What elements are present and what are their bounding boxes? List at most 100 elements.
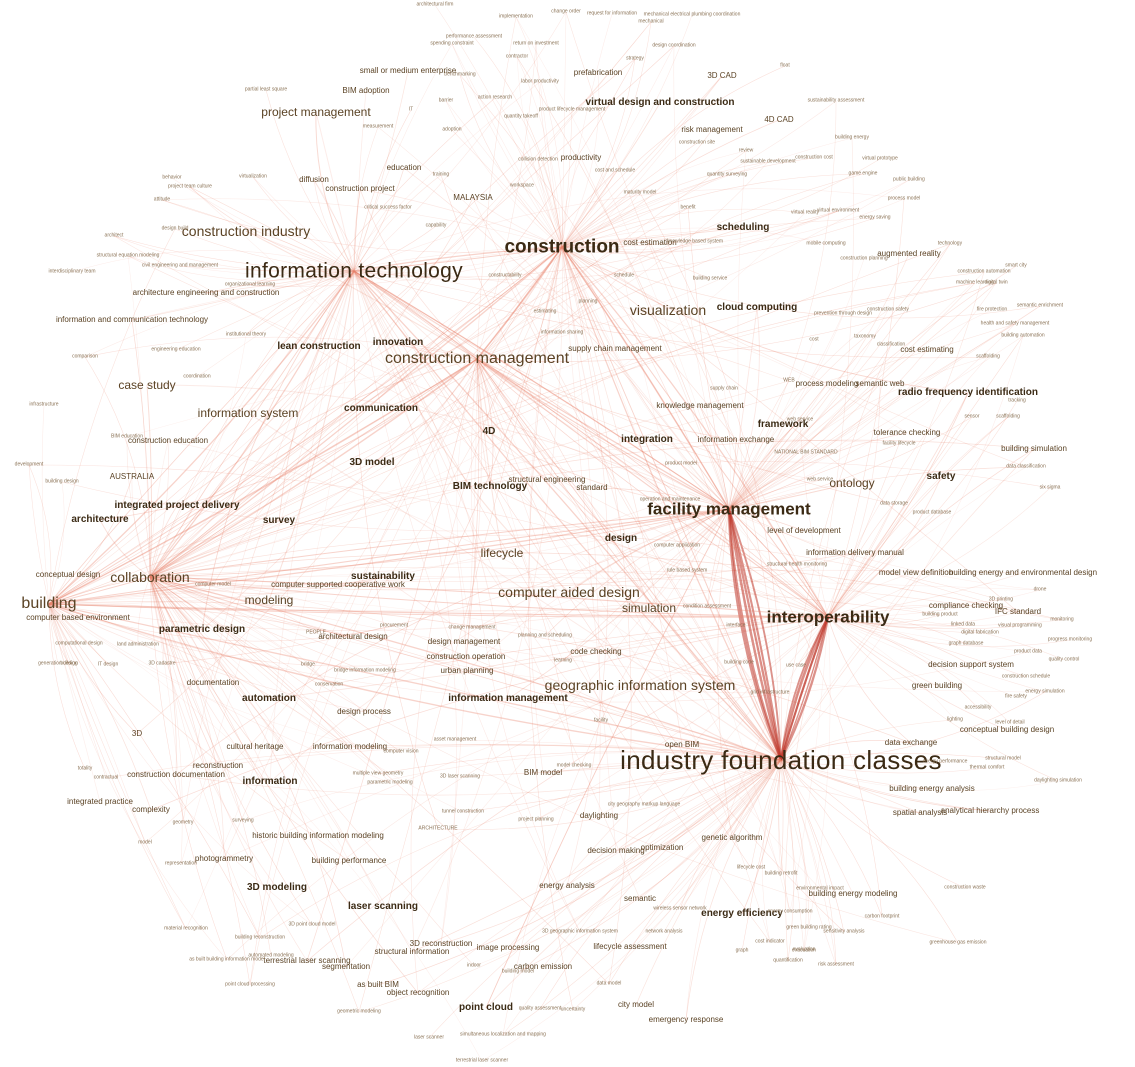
network-edge xyxy=(245,270,355,336)
network-edge xyxy=(780,759,837,966)
network-edge xyxy=(780,759,821,890)
network-edge xyxy=(476,358,490,433)
network-edge xyxy=(149,576,270,700)
network-edge xyxy=(84,336,478,360)
network-edge xyxy=(827,198,905,618)
network-edge xyxy=(780,759,991,812)
node-label-process-model: process model xyxy=(887,195,921,202)
network-edge xyxy=(48,481,65,605)
network-edge xyxy=(827,443,900,618)
strong-network-edge xyxy=(727,508,783,761)
node-label-building-energy-and-environmental-design: building energy and environmental design xyxy=(948,568,1098,577)
node-label-game-engine: game engine xyxy=(848,170,878,177)
network-edge xyxy=(462,759,782,813)
network-edge xyxy=(728,383,828,510)
network-edge xyxy=(353,90,367,272)
network-edge xyxy=(149,282,976,578)
network-edge xyxy=(131,476,151,578)
hub-network-edge xyxy=(561,246,829,618)
network-edge xyxy=(247,412,782,761)
network-edge xyxy=(48,603,80,645)
network-edge xyxy=(451,129,563,248)
node-label-bim-education: BIM education xyxy=(111,433,143,440)
network-edge xyxy=(728,508,941,616)
network-edge xyxy=(149,576,339,586)
network-edge xyxy=(476,358,494,488)
network-edge xyxy=(561,207,689,248)
network-edge xyxy=(827,616,956,721)
node-label-facility-lifecycle: facility lifecycle xyxy=(882,440,916,447)
node-label-semantic-enrichment: semantic enrichment xyxy=(1016,302,1064,309)
hub-network-edge xyxy=(353,270,829,618)
node-label-4d-cad: 4D CAD xyxy=(764,115,794,124)
node-label-radio-frequency-identification: radio frequency identification xyxy=(897,387,1039,398)
node-label-computer-model: computer model xyxy=(195,581,231,588)
network-edge xyxy=(789,616,829,913)
network-edge xyxy=(680,463,730,510)
node-label-data-model: data model xyxy=(596,980,622,987)
network-edge xyxy=(131,270,355,321)
network-edge xyxy=(149,576,308,962)
node-label-coordination: coordination xyxy=(183,373,211,380)
network-edge xyxy=(686,570,829,618)
node-label-3d: 3D xyxy=(131,729,143,738)
network-edge xyxy=(728,356,989,510)
node-label-contractual: contractual xyxy=(93,774,119,781)
network-edge xyxy=(48,603,146,844)
network-edge xyxy=(105,744,782,779)
node-label-national-bim-standard: NATIONAL BIM STANDARD xyxy=(774,449,838,456)
node-label-sensor: sensor xyxy=(964,413,980,420)
node-label-level-of-detail: level of detail xyxy=(995,719,1025,726)
network-edge xyxy=(780,759,810,929)
node-label-asset-management: asset management xyxy=(433,736,477,743)
node-label-simulation: simulation xyxy=(621,601,677,615)
node-label-computer-aided-design: computer aided design xyxy=(498,584,640,600)
hub-network-edge xyxy=(149,358,478,578)
node-label-construction-education: construction education xyxy=(127,436,209,445)
node-label-carbon-footprint: carbon footprint xyxy=(864,913,900,920)
node-label-building-energy-analysis: building energy analysis xyxy=(889,784,975,793)
network-edge xyxy=(149,576,165,665)
network-edge xyxy=(561,11,567,248)
network-edge xyxy=(48,603,467,667)
node-label-rule-based-system: rule based system xyxy=(666,567,708,574)
node-label-quantification: quantification xyxy=(773,957,803,964)
network-edge xyxy=(728,271,985,510)
network-edge xyxy=(476,161,769,360)
network-edge xyxy=(623,275,782,761)
node-label-photogrammetry: photogrammetry xyxy=(194,854,254,863)
network-edge xyxy=(778,759,782,875)
network-edge xyxy=(149,576,464,813)
node-label-measurement: measurement xyxy=(362,123,394,130)
node-label-object-recognition: object recognition xyxy=(386,988,450,997)
network-edge xyxy=(741,759,782,952)
network-edge xyxy=(149,440,169,578)
node-label-carbon-emission: carbon emission xyxy=(513,962,573,971)
network-edge xyxy=(780,759,807,951)
network-edge xyxy=(437,759,782,830)
network-edge xyxy=(827,615,967,645)
network-edge xyxy=(353,241,696,278)
hub-network-edge xyxy=(476,246,563,360)
node-label-product-model: product model xyxy=(665,460,697,467)
network-edge xyxy=(699,405,730,510)
network-edge xyxy=(48,21,652,605)
node-label-building: building xyxy=(21,595,77,612)
network-edge xyxy=(561,150,747,248)
node-label-supply-chain-management: supply chain management xyxy=(568,344,662,353)
network-edge xyxy=(41,404,50,605)
node-label-energy-simulation: energy simulation xyxy=(1025,688,1065,695)
network-edge xyxy=(507,508,730,700)
node-label-machine-learning: machine learning xyxy=(955,279,995,286)
network-edge xyxy=(515,16,563,248)
node-label-accessibility: accessibility xyxy=(964,704,992,711)
node-label-augmented-reality: augmented reality xyxy=(877,249,941,258)
network-edge xyxy=(516,56,730,510)
network-edge xyxy=(149,576,384,595)
network-edge xyxy=(561,227,744,248)
node-label-daylighting-simulation: daylighting simulation xyxy=(1034,777,1082,784)
network-edge xyxy=(48,603,391,784)
network-edge xyxy=(28,464,829,618)
network-edge xyxy=(265,89,355,272)
network-edge xyxy=(149,243,951,578)
